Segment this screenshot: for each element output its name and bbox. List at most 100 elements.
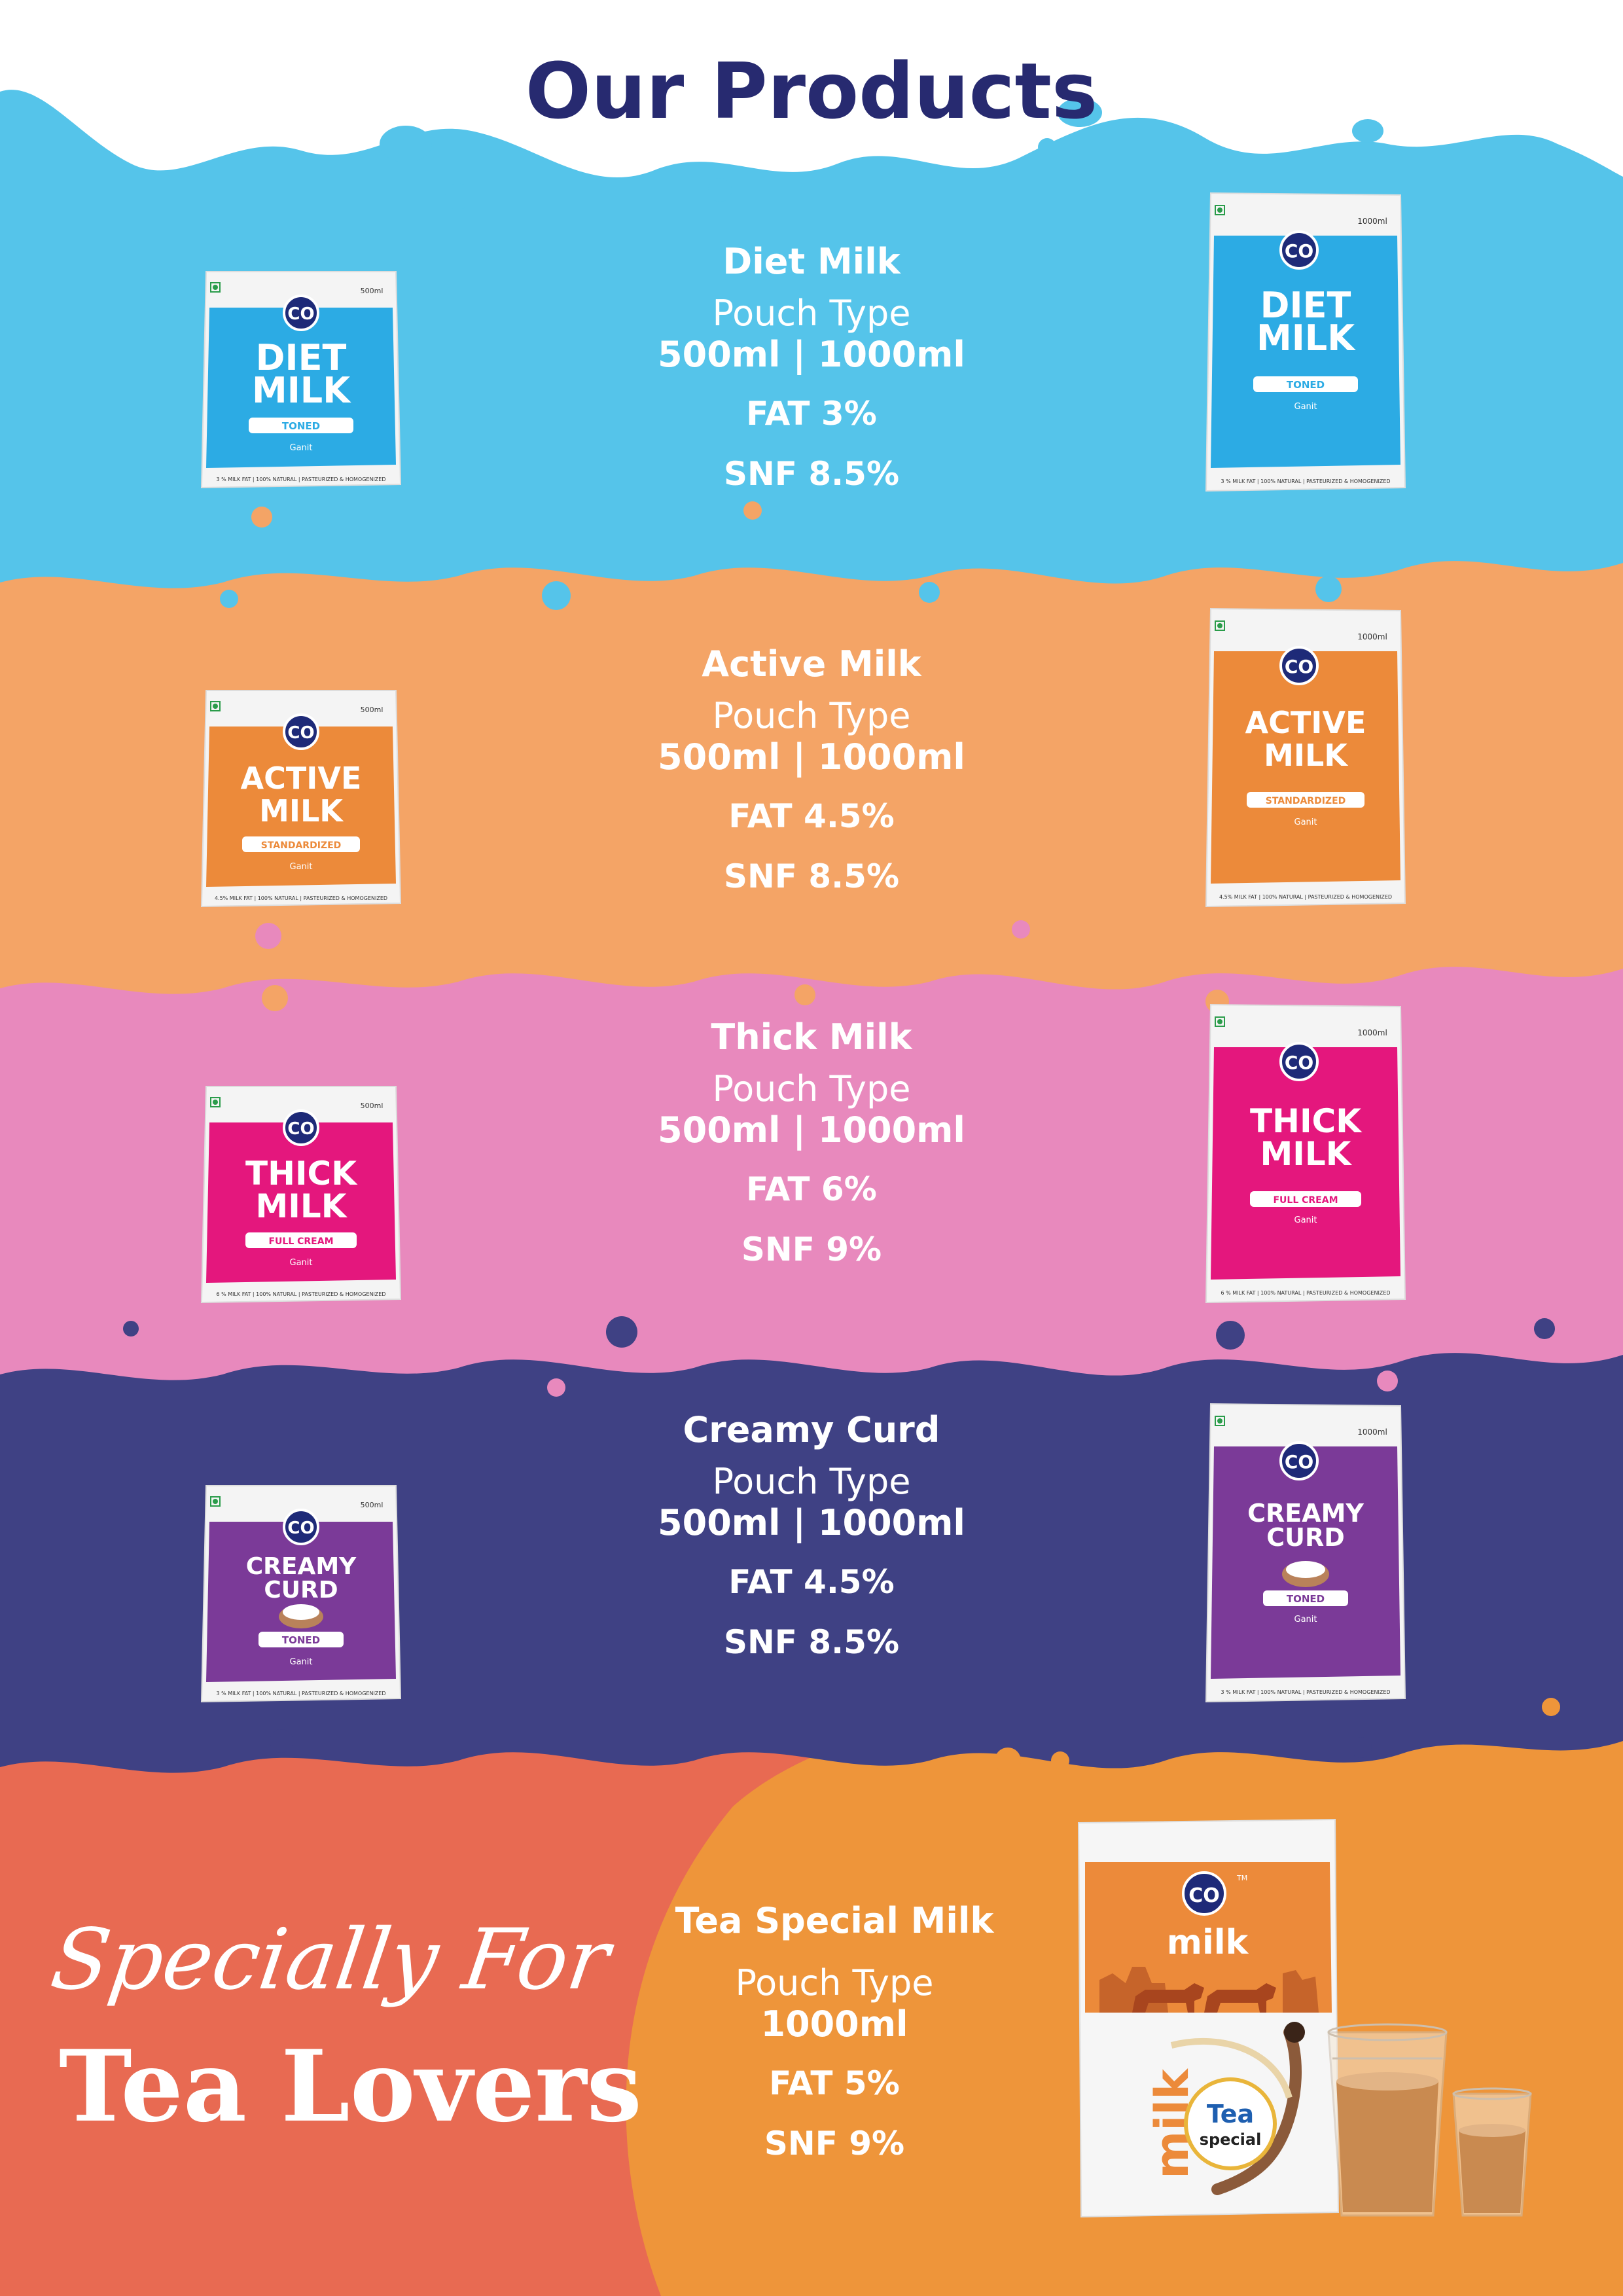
diet-milk-pouch-500ml: CO 500ml DIET MILK TONED Ganit 3 % MILK …: [196, 268, 406, 497]
svg-text:1000ml: 1000ml: [1357, 1427, 1387, 1437]
cow-silhouette-icon: [1099, 1967, 1319, 2013]
svg-text:CO: CO: [287, 304, 314, 324]
product-name: Diet Milk: [722, 241, 901, 282]
product-name: Creamy Curd: [683, 1409, 940, 1450]
active-milk-info: Active Milk Pouch Type 500ml | 1000ml FA…: [582, 638, 1041, 896]
svg-text:CURD: CURD: [264, 1577, 338, 1604]
tea-glass-small-icon: [1450, 2085, 1535, 2222]
svg-text:MILK: MILK: [256, 1187, 348, 1225]
fat-value: FAT 5%: [769, 2064, 900, 2102]
brand-logo-icon: CO: [1279, 646, 1319, 685]
svg-text:TONED: TONED: [1287, 379, 1325, 391]
svg-text:milk: milk: [1167, 1923, 1249, 1962]
snf-value: SNF 9%: [764, 2125, 905, 2162]
tea-special-info: Tea Special Milk Pouch Type 1000ml FAT 5…: [605, 1895, 1063, 2163]
curd-bowl-icon: [279, 1604, 323, 1628]
svg-text:TONED: TONED: [1287, 1593, 1325, 1605]
tea-splash-drops: [995, 1698, 1560, 1774]
fat-value: FAT 4.5%: [728, 797, 895, 835]
svg-text:CO: CO: [287, 1518, 314, 1538]
snf-value: SNF 9%: [741, 1230, 882, 1268]
svg-text:CREAMY: CREAMY: [1247, 1499, 1364, 1528]
veg-mark-icon: [1215, 1016, 1225, 1027]
svg-text:Ganit: Ganit: [290, 862, 313, 872]
svg-text:MILK: MILK: [1264, 738, 1349, 773]
veg-mark-icon: [210, 1496, 221, 1507]
brand-logo-icon: CO: [283, 295, 319, 331]
brand-logo-icon: CO: [1182, 1871, 1226, 1916]
veg-mark-icon: [210, 282, 221, 293]
product-name: Thick Milk: [711, 1016, 912, 1058]
svg-text:TONED: TONED: [282, 1634, 320, 1646]
svg-text:3 % MILK FAT | 100% NATURAL |: 3 % MILK FAT | 100% NATURAL | PASTEURIZE…: [216, 476, 385, 482]
brand-logo-icon: CO: [1279, 1042, 1319, 1081]
pouch-type-label: Pouch Type: [712, 293, 911, 334]
svg-text:Ganit: Ganit: [290, 1258, 313, 1268]
svg-text:CO: CO: [1188, 1884, 1220, 1907]
veg-mark-icon: [210, 1097, 221, 1107]
pouch-sizes: 500ml | 1000ml: [658, 1502, 965, 1543]
svg-text:MILK: MILK: [1260, 1135, 1353, 1173]
svg-text:FULL CREAM: FULL CREAM: [1273, 1195, 1338, 1206]
active-milk-pouch-500ml: CO 500ml ACTIVE MILK STANDARDIZED Ganit …: [196, 687, 406, 916]
product-name: Tea Special Milk: [675, 1900, 994, 1941]
svg-text:MILK: MILK: [1257, 317, 1356, 359]
svg-text:3 % MILK FAT | 100% NATURAL |: 3 % MILK FAT | 100% NATURAL | PASTEURIZE…: [1221, 1689, 1390, 1695]
pouch-sizes: 1000ml: [760, 2003, 908, 2045]
brand-logo-icon: CO: [1279, 230, 1319, 270]
thick-splash-drops: [255, 920, 1398, 1397]
pouch-sizes: 500ml | 1000ml: [658, 1109, 965, 1151]
svg-text:CO: CO: [287, 723, 314, 743]
svg-text:1000ml: 1000ml: [1357, 632, 1387, 641]
creamy-curd-pouch-500ml: CO 500ml CREAMY CURD TONED Ganit 3 % MIL…: [196, 1482, 406, 1712]
tea-headline: Tea Lovers: [59, 2029, 642, 2144]
svg-text:STANDARDIZED: STANDARDIZED: [1266, 796, 1346, 806]
svg-text:Tea: Tea: [1207, 2100, 1254, 2128]
thick-milk-pouch-1000ml: CO 1000ml THICK MILK FULL CREAM Ganit 6 …: [1201, 1001, 1410, 1309]
diet-milk-info: Diet Milk Pouch Type 500ml | 1000ml FAT …: [582, 236, 1041, 493]
svg-text:STANDARDIZED: STANDARDIZED: [261, 840, 342, 851]
svg-text:CO: CO: [1285, 1052, 1313, 1073]
creamy-curd-info: Creamy Curd Pouch Type 500ml | 1000ml FA…: [582, 1404, 1041, 1662]
fat-value: FAT 6%: [746, 1170, 877, 1208]
svg-text:3 % MILK FAT | 100% NATURAL |: 3 % MILK FAT | 100% NATURAL | PASTEURIZE…: [216, 1691, 385, 1696]
svg-text:CO: CO: [287, 1119, 314, 1139]
tea-glass-large-icon: [1322, 2019, 1453, 2222]
pouch-type-label: Pouch Type: [735, 1962, 934, 2003]
pouch-type-label: Pouch Type: [712, 695, 911, 736]
svg-text:Ganit: Ganit: [290, 1657, 313, 1667]
svg-text:CO: CO: [1285, 1451, 1313, 1473]
svg-text:CURD: CURD: [1266, 1523, 1345, 1552]
svg-text:500ml: 500ml: [361, 1102, 383, 1110]
brand-logo-icon: CO: [283, 1109, 319, 1146]
diet-milk-pouch-1000ml: CO 1000ml DIET MILK TONED Ganit 3 % MILK…: [1201, 190, 1410, 497]
svg-text:1000ml: 1000ml: [1357, 217, 1387, 226]
svg-text:6 % MILK FAT | 100% NATURAL |: 6 % MILK FAT | 100% NATURAL | PASTEURIZE…: [216, 1291, 385, 1297]
tea-special-pouch: CO TM milk milk Tea special: [1073, 1816, 1342, 2222]
veg-mark-icon: [210, 701, 221, 711]
thick-milk-info: Thick Milk Pouch Type 500ml | 1000ml FAT…: [582, 1011, 1041, 1269]
product-name: Active Milk: [702, 643, 921, 685]
svg-text:MILK: MILK: [252, 370, 351, 411]
snf-value: SNF 8.5%: [723, 857, 900, 895]
svg-text:Ganit: Ganit: [1294, 1615, 1317, 1624]
curd-splash-drops: [123, 1316, 1555, 1758]
svg-text:special: special: [1200, 2130, 1262, 2149]
svg-text:THICK: THICK: [245, 1155, 358, 1193]
pouch-sizes: 500ml | 1000ml: [658, 736, 965, 778]
curd-bowl-icon: [1282, 1561, 1329, 1587]
svg-text:3 % MILK FAT | 100% NATURAL |: 3 % MILK FAT | 100% NATURAL | PASTEURIZE…: [1221, 478, 1390, 484]
thick-milk-pouch-500ml: CO 500ml THICK MILK FULL CREAM Ganit 6 %…: [196, 1083, 406, 1312]
svg-text:Ganit: Ganit: [1294, 402, 1317, 412]
pouch-type-label: Pouch Type: [712, 1068, 911, 1109]
fat-value: FAT 3%: [746, 395, 877, 433]
pouch-color-panel: [1211, 1047, 1400, 1280]
svg-text:500ml: 500ml: [361, 287, 383, 295]
svg-text:500ml: 500ml: [361, 1501, 383, 1509]
svg-text:THICK: THICK: [1250, 1102, 1363, 1140]
fat-value: FAT 4.5%: [728, 1563, 895, 1601]
active-milk-pouch-1000ml: CO 1000ml ACTIVE MILK STANDARDIZED Ganit…: [1201, 605, 1410, 913]
svg-text:6 % MILK FAT | 100% NATURAL |: 6 % MILK FAT | 100% NATURAL | PASTEURIZE…: [1221, 1290, 1390, 1296]
svg-text:FULL CREAM: FULL CREAM: [268, 1236, 333, 1247]
